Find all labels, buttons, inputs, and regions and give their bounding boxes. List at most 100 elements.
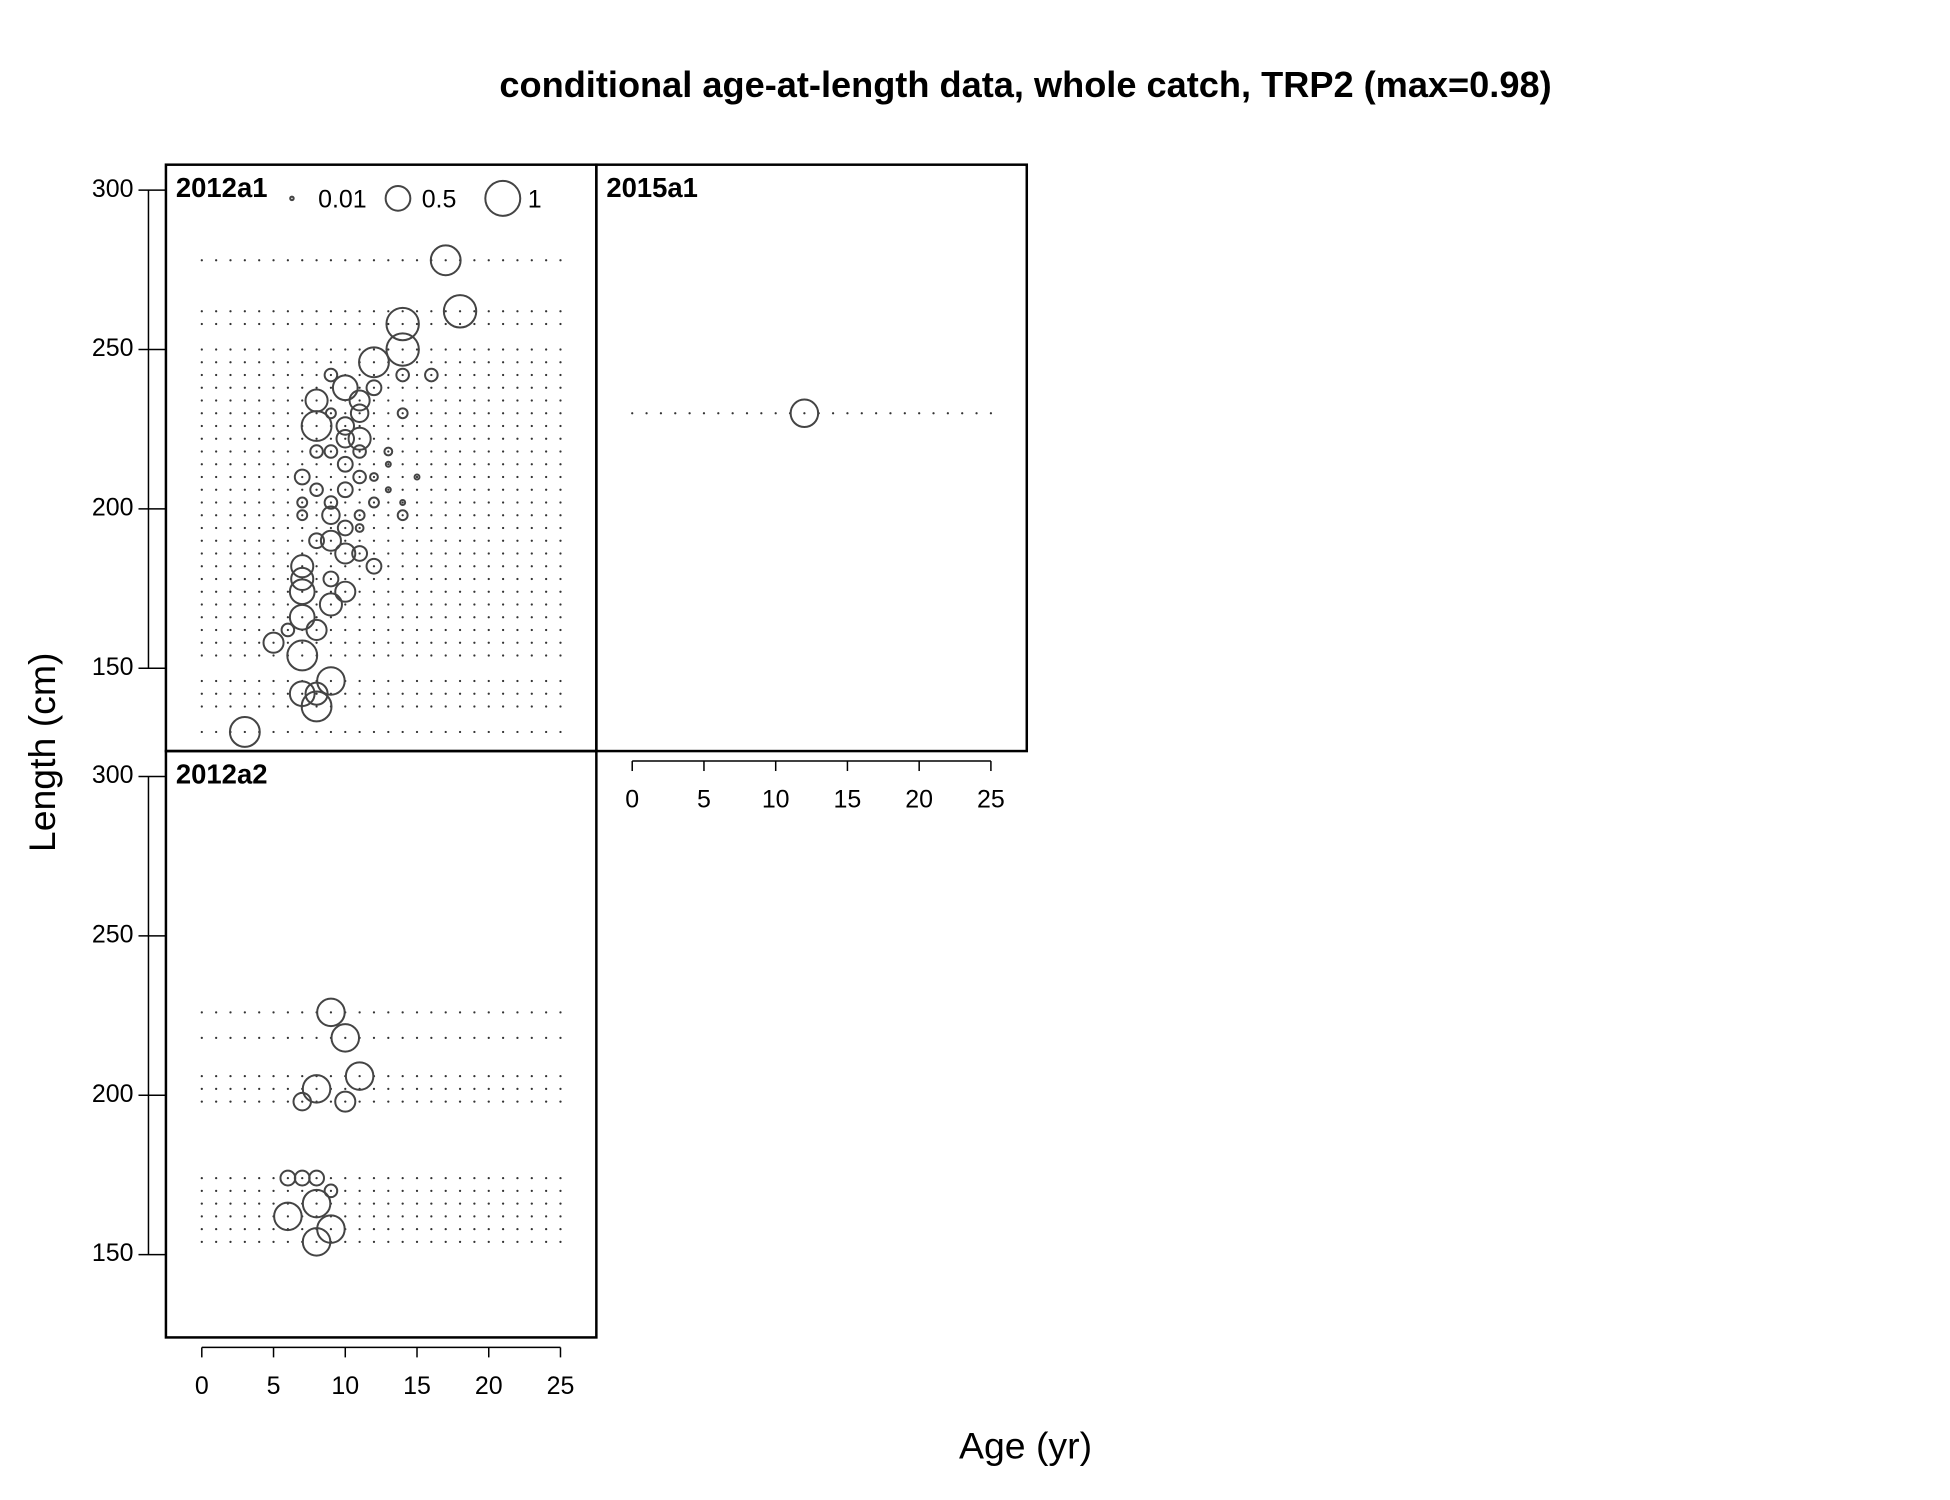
age-bin-dot [487, 1240, 490, 1243]
age-bin-dot [501, 259, 505, 262]
age-bin-dot [272, 373, 275, 377]
age-bin-dot [372, 463, 376, 466]
bubble [304, 681, 329, 706]
age-bin-dot [243, 424, 246, 428]
age-bin-dot [473, 463, 476, 466]
age-bin-dot [200, 450, 203, 453]
age-bin-dot [516, 1036, 519, 1039]
age-bin-dot [516, 501, 519, 504]
age-bin-dot [272, 1227, 275, 1231]
age-bin-dot [401, 463, 404, 466]
age-bin-dot [430, 526, 433, 530]
age-bin-dot [458, 399, 462, 402]
x-tick-label: 5 [267, 1372, 281, 1400]
age-bin-dot [387, 386, 390, 389]
age-bin-dot [372, 259, 376, 262]
age-bin-dot [243, 705, 246, 708]
age-bin-dot [272, 488, 275, 491]
age-bin-dot [530, 424, 533, 428]
age-bin-dot [458, 1036, 462, 1039]
age-bin-dot [458, 373, 462, 377]
age-bin-dot [415, 399, 419, 402]
age-bin-dot [444, 412, 447, 415]
age-bin-dot [516, 730, 519, 734]
bubble [334, 1090, 357, 1113]
age-bin-dot [530, 577, 533, 581]
age-bin-dot [473, 692, 476, 695]
age-bin-dot [444, 348, 447, 351]
age-bin-dot [286, 641, 290, 644]
age-bin-dot [401, 1176, 404, 1180]
age-bin-dot [545, 412, 548, 415]
age-bin-dot [229, 310, 232, 313]
age-bin-dot [329, 348, 333, 351]
age-bin-dot [415, 590, 419, 593]
age-bin-dot [286, 565, 290, 568]
age-bin-dot [516, 539, 519, 542]
age-bin-dot [530, 386, 533, 389]
age-bin-dot [258, 463, 261, 466]
age-bin-dot [243, 399, 246, 402]
age-bin-dot [215, 1100, 218, 1103]
age-bin-dot [286, 412, 290, 415]
age-bin-dot [215, 488, 218, 491]
age-bin-dot [530, 603, 533, 606]
age-bin-dot [559, 1215, 562, 1218]
age-bin-dot [243, 1100, 246, 1103]
age-bin-dot [444, 259, 447, 262]
bubble [365, 379, 383, 397]
age-bin-dot [473, 705, 476, 708]
age-bin-dot [301, 373, 304, 377]
age-bin-dot [473, 730, 476, 734]
age-bin-dot [372, 603, 376, 606]
age-bin-dot [501, 590, 505, 593]
age-bin-dot [301, 437, 304, 440]
age-bin-dot [401, 348, 404, 351]
age-bin-dot [401, 577, 404, 581]
age-bin-dot [243, 488, 246, 491]
age-bin-dot [430, 628, 433, 632]
age-bin-dot [243, 641, 246, 644]
age-bin-dot [272, 692, 275, 695]
age-bin-dot [344, 705, 347, 708]
age-bin-dot [315, 565, 318, 568]
age-bin-dot [430, 488, 433, 491]
age-bin-dot [200, 1074, 203, 1078]
age-bin-dot [430, 565, 433, 568]
age-bin-dot [258, 526, 261, 530]
age-bin-dot [458, 705, 462, 708]
age-bin-dot [401, 361, 404, 364]
age-bin-dot [559, 361, 562, 364]
age-bin-dot [243, 1189, 246, 1192]
age-bin-dot [358, 501, 361, 504]
age-bin-dot [272, 1074, 275, 1078]
age-bin-dot [932, 412, 935, 415]
y-tick-label: 250 [92, 920, 134, 948]
age-bin-dot [301, 552, 304, 555]
age-bin-dot [286, 348, 290, 351]
age-bin-dot [559, 705, 562, 708]
age-bin-dot [286, 1176, 290, 1180]
bubble [323, 367, 339, 383]
age-bin-dot [401, 399, 404, 402]
age-bin-dot [530, 1227, 533, 1231]
age-bin-dot [372, 654, 376, 657]
age-bin-dot [329, 552, 333, 555]
age-bin-dot [401, 1240, 404, 1243]
age-bin-dot [415, 386, 419, 389]
age-bin-dot [229, 463, 232, 466]
age-bin-dot [387, 348, 390, 351]
age-bin-dot [372, 565, 376, 568]
age-bin-dot [358, 348, 361, 351]
age-bin-dot [200, 310, 203, 313]
age-bin-dot [458, 692, 462, 695]
age-bin-dot [272, 1100, 275, 1103]
age-bin-dot [559, 348, 562, 351]
age-bin-dot [559, 1189, 562, 1192]
age-bin-dot [387, 373, 390, 377]
age-bin-dot [731, 412, 734, 415]
age-bin-dot [372, 590, 376, 593]
age-bin-dot [444, 399, 447, 402]
age-bin-dot [344, 348, 347, 351]
age-bin-dot [545, 679, 548, 683]
